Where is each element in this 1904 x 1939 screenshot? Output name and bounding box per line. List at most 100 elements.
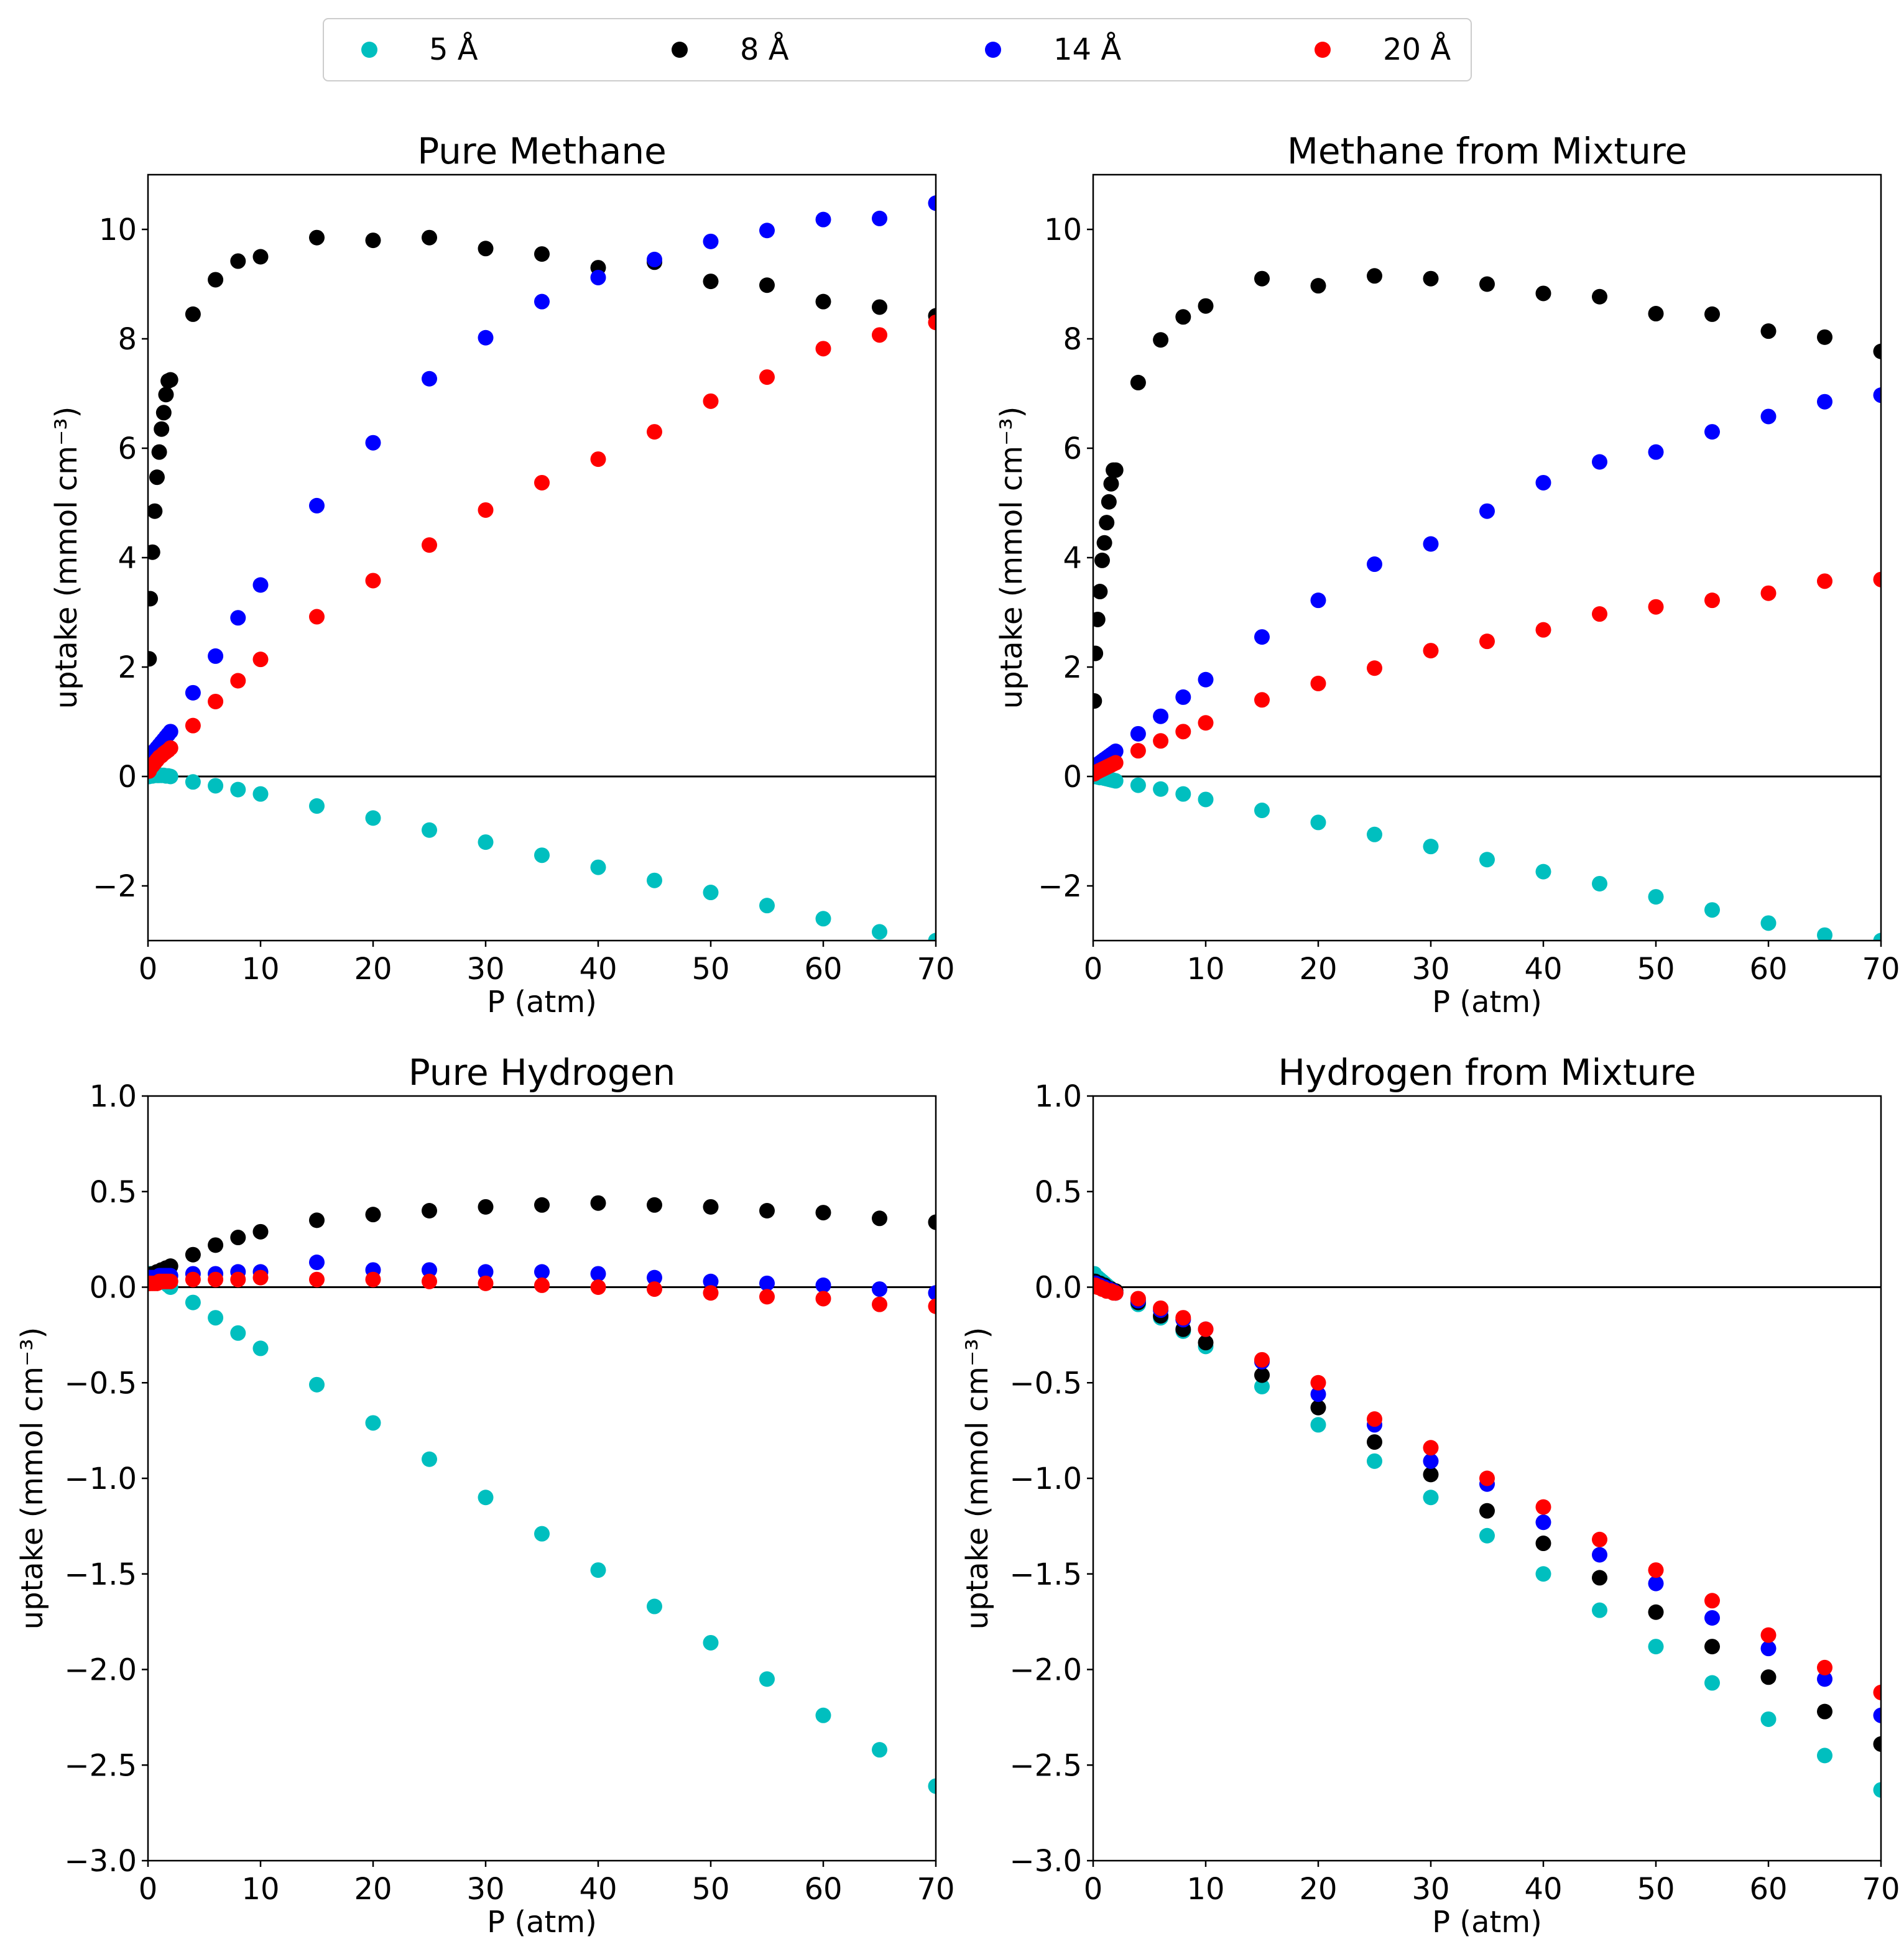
data-point (1648, 306, 1664, 322)
data-point (208, 1271, 224, 1287)
data-point (208, 272, 224, 288)
data-point (1479, 503, 1495, 519)
data-point (703, 885, 719, 901)
data-point (185, 1271, 201, 1287)
data-point (759, 1275, 775, 1291)
x-tick-label: 10 (241, 952, 279, 987)
data-point (365, 435, 381, 451)
data-point (703, 1199, 719, 1215)
data-point (230, 1325, 246, 1341)
data-point (759, 898, 775, 914)
data-point (534, 1264, 550, 1280)
data-point (158, 387, 174, 403)
data-point (534, 847, 550, 864)
data-point (1175, 1310, 1191, 1326)
y-axis-label: uptake (mmol cm⁻³) (994, 407, 1029, 709)
data-point (1760, 1641, 1777, 1657)
data-point (1093, 645, 1104, 661)
data-point (1107, 755, 1124, 771)
data-point (1310, 592, 1326, 609)
data-point (162, 1273, 178, 1289)
chart-title: Methane from Mixture (1287, 130, 1687, 172)
data-point (230, 1230, 246, 1246)
data-point (1760, 915, 1777, 931)
data-point (148, 544, 160, 560)
series-20 (1093, 1277, 1881, 1700)
data-point (1535, 1536, 1551, 1552)
data-point (815, 293, 831, 310)
data-point (208, 648, 224, 664)
y-tick-label: −0.5 (1009, 1366, 1082, 1401)
y-tick-label: 6 (1063, 431, 1082, 466)
data-point (872, 1210, 887, 1227)
y-tick-label: 1.0 (90, 1079, 137, 1114)
panel-pure-hydrogen: 0 10 20 30 40 50 60 70 −3.0 −2.5 −2.0 −1.5 −1.0 −0.5 0… (15, 1051, 955, 1939)
data-point (928, 195, 936, 211)
data-point (155, 405, 172, 421)
data-point (230, 673, 246, 689)
data-point (1648, 1562, 1664, 1578)
data-point (647, 1269, 662, 1286)
data-point (1153, 733, 1169, 749)
data-point (1423, 839, 1439, 855)
data-point (1310, 675, 1326, 691)
data-point (1873, 933, 1881, 941)
data-point (647, 1281, 662, 1297)
data-point (1817, 1748, 1832, 1764)
data-point (1310, 814, 1326, 831)
x-tick-label: 50 (691, 1872, 729, 1907)
x-tick-label: 30 (466, 952, 504, 987)
data-point (422, 229, 437, 246)
y-tick-label: −1.0 (64, 1462, 137, 1496)
legend: 5 Å 8 Å 14 Å 20 Å (323, 18, 1472, 81)
data-point (1153, 1300, 1169, 1316)
data-point (759, 1289, 775, 1305)
data-point (149, 469, 165, 486)
data-point (422, 371, 437, 387)
data-point (534, 1526, 550, 1542)
data-point (759, 223, 775, 239)
data-point (1103, 476, 1119, 492)
data-point (534, 1197, 550, 1213)
data-point (252, 1223, 269, 1240)
data-point (1873, 1707, 1881, 1723)
data-point (1704, 1675, 1720, 1691)
data-point (162, 768, 178, 785)
data-point (1704, 306, 1720, 322)
data-point (647, 1197, 662, 1213)
y-tick-label: 0 (1063, 760, 1082, 794)
data-point (1099, 515, 1115, 531)
data-point (703, 393, 719, 409)
y-axis-label: uptake (mmol cm⁻³) (960, 1327, 995, 1630)
data-point (422, 1273, 437, 1289)
x-tick-label: 70 (917, 952, 954, 987)
data-point (1175, 786, 1191, 802)
x-tick-label: 40 (579, 952, 617, 987)
data-point (1198, 1321, 1214, 1337)
data-point (1648, 1604, 1664, 1620)
y-tick-label: −0.5 (64, 1366, 137, 1401)
data-point (1592, 606, 1607, 622)
y-axis-label: uptake (mmol cm⁻³) (49, 407, 84, 709)
series-5 (148, 1266, 936, 1794)
x-tick-label: 10 (1186, 1872, 1224, 1907)
y-tick-label: 2 (118, 650, 137, 685)
series-20 (148, 1269, 936, 1314)
data-point (309, 229, 325, 246)
data-point (1153, 781, 1169, 797)
data-point (1873, 571, 1881, 587)
data-points (148, 195, 936, 941)
data-point (478, 329, 494, 346)
data-point (148, 591, 159, 607)
data-point (815, 1707, 831, 1723)
data-point (1310, 1375, 1326, 1391)
data-point (1310, 1386, 1326, 1402)
legend-marker (1315, 42, 1331, 58)
data-point (230, 253, 246, 269)
x-tick-label: 40 (1524, 1872, 1562, 1907)
data-point (1760, 323, 1777, 339)
data-point (1130, 1291, 1146, 1307)
data-point (1648, 889, 1664, 905)
data-point (1198, 671, 1214, 688)
x-tick-label: 60 (804, 952, 842, 987)
